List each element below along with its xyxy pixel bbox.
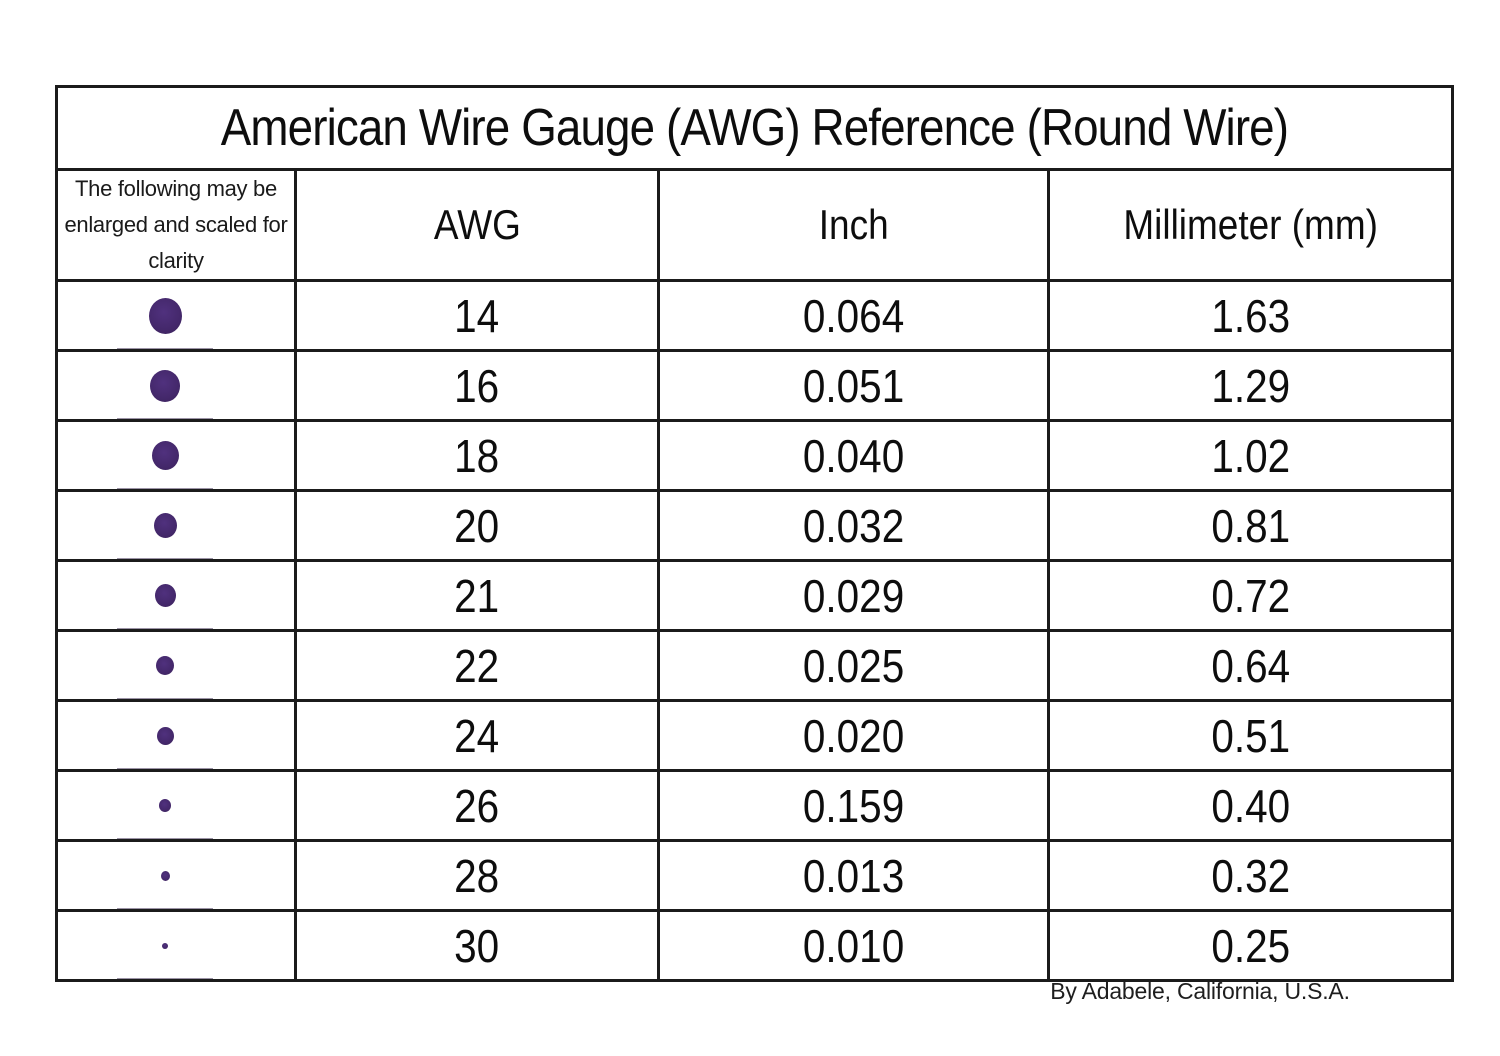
table-row: 22 0.025 0.64 [55,629,1454,702]
awg-value: 28 [294,839,660,912]
column-header-inch: Inch [657,168,1050,282]
awg-value: 22 [294,629,660,702]
awg-reference-table: American Wire Gauge (AWG) Reference (Rou… [55,85,1454,982]
wire-dot-icon [159,799,171,812]
wire-dot-icon [153,513,177,538]
header-row: The following may be enlarged and scaled… [55,168,1454,282]
inch-value: 0.159 [657,769,1050,842]
inch-value: 0.032 [657,489,1050,562]
table-row: 21 0.029 0.72 [55,559,1454,632]
wire-size-dot-cell [55,489,297,562]
wire-dot-icon [160,870,170,881]
note-text: The following may be enlarged and scaled… [64,176,288,273]
mm-value: 0.51 [1047,699,1454,772]
wire-dot-icon [150,369,180,402]
wire-size-dot-cell [55,909,297,982]
wire-size-dot-cell [55,419,297,492]
wire-dot-icon [154,584,176,607]
mm-value: 1.29 [1047,349,1454,422]
awg-value: 14 [294,279,660,352]
inch-value: 0.020 [657,699,1050,772]
inch-value: 0.064 [657,279,1050,352]
table-row: 16 0.051 1.29 [55,349,1454,422]
wire-size-dot-cell [55,699,297,772]
wire-dot-icon [162,942,168,949]
table-row: 20 0.032 0.81 [55,489,1454,562]
mm-value: 0.64 [1047,629,1454,702]
wire-size-dot-cell [55,839,297,912]
mm-value: 0.72 [1047,559,1454,632]
awg-value: 24 [294,699,660,772]
table-row: 30 0.010 0.25 [55,909,1454,982]
mm-value: 1.02 [1047,419,1454,492]
column-header-mm: Millimeter (mm) [1047,168,1454,282]
awg-value: 21 [294,559,660,632]
wire-size-dot-cell [55,629,297,702]
wire-size-dot-cell [55,349,297,422]
wire-dot-icon [156,656,174,675]
title-row: American Wire Gauge (AWG) Reference (Rou… [55,85,1454,171]
inch-value: 0.010 [657,909,1050,982]
inch-value: 0.051 [657,349,1050,422]
table-title-text: American Wire Gauge (AWG) Reference (Rou… [220,99,1289,157]
inch-value: 0.013 [657,839,1050,912]
mm-value: 0.81 [1047,489,1454,562]
table-row: 14 0.064 1.63 [55,279,1454,352]
mm-value: 0.32 [1047,839,1454,912]
wire-size-dot-cell [55,769,297,842]
table-row: 18 0.040 1.02 [55,419,1454,492]
wire-size-dot-cell [55,559,297,632]
table-row: 24 0.020 0.51 [55,699,1454,772]
table-title: American Wire Gauge (AWG) Reference (Rou… [55,85,1454,171]
mm-value: 0.40 [1047,769,1454,842]
wire-dot-icon [151,441,179,470]
column-header-awg: AWG [294,168,660,282]
inch-value: 0.029 [657,559,1050,632]
inch-value: 0.040 [657,419,1050,492]
wire-dot-icon [156,726,174,745]
attribution-text: By Adabele, California, U.S.A. [1050,978,1350,1004]
mm-value: 1.63 [1047,279,1454,352]
table-row: 26 0.159 0.40 [55,769,1454,842]
scale-bar [117,978,213,981]
inch-value: 0.025 [657,629,1050,702]
awg-value: 18 [294,419,660,492]
awg-value: 16 [294,349,660,422]
table-row: 28 0.013 0.32 [55,839,1454,912]
wire-dot-icon [148,297,182,334]
wire-size-dot-cell [55,279,297,352]
mm-value: 0.25 [1047,909,1454,982]
awg-value: 30 [294,909,660,982]
awg-value: 26 [294,769,660,842]
awg-value: 20 [294,489,660,562]
note-cell: The following may be enlarged and scaled… [55,168,297,282]
